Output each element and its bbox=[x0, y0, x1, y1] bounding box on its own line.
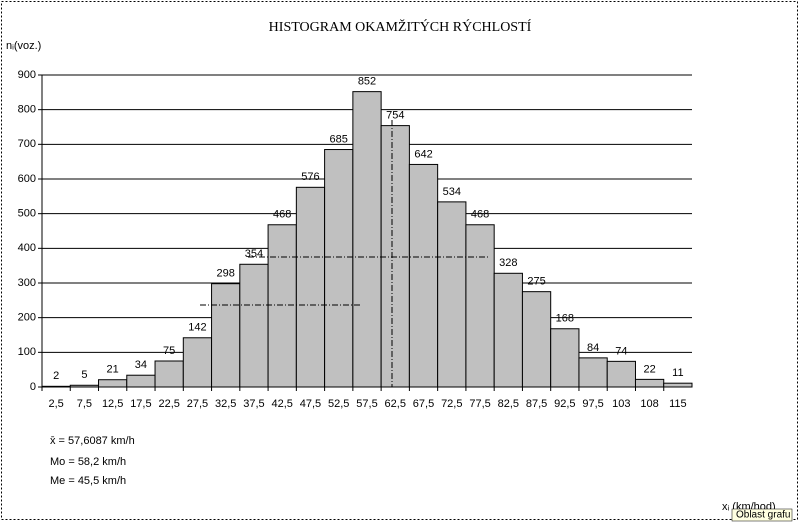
overlay bbox=[200, 120, 490, 387]
bar bbox=[663, 382, 693, 388]
y-tick-label: 200 bbox=[18, 312, 36, 324]
x-tick-label: 12,5 bbox=[102, 398, 123, 410]
x-tick-label: 97,5 bbox=[582, 398, 603, 410]
bar bbox=[211, 283, 241, 388]
bar bbox=[154, 360, 184, 388]
y-tick-label: 0 bbox=[30, 381, 36, 393]
y-tick-label: 300 bbox=[18, 277, 36, 289]
bar bbox=[408, 163, 439, 388]
bar bbox=[267, 224, 297, 388]
y-tick-label: 900 bbox=[18, 69, 36, 81]
x-tick-label: 108 bbox=[640, 398, 658, 410]
x-tick-label: 42,5 bbox=[272, 398, 293, 410]
bar bbox=[239, 263, 269, 388]
data-label: 354 bbox=[245, 248, 263, 260]
x-tick-label: 2,5 bbox=[48, 398, 63, 410]
x-tick-label: 103 bbox=[612, 398, 630, 410]
bar bbox=[324, 149, 354, 388]
data-label: 754 bbox=[386, 110, 404, 122]
y-tick-label: 400 bbox=[18, 242, 36, 254]
x-tick-label: 72,5 bbox=[441, 398, 462, 410]
bar bbox=[182, 337, 213, 388]
bar bbox=[606, 360, 636, 388]
data-label: 298 bbox=[217, 268, 235, 280]
data-label: 21 bbox=[107, 364, 119, 376]
data-label: 685 bbox=[330, 133, 348, 145]
bar bbox=[634, 378, 665, 388]
tooltip: Oblast grafu bbox=[736, 510, 790, 521]
bar bbox=[521, 291, 552, 388]
bar bbox=[352, 91, 382, 388]
tooltip-box bbox=[731, 508, 793, 522]
bar bbox=[437, 201, 467, 388]
y-tick-label: 800 bbox=[18, 104, 36, 116]
data-label: 534 bbox=[443, 186, 461, 198]
x-tick-label: 62,5 bbox=[385, 398, 406, 410]
y-tick-label: 500 bbox=[18, 208, 36, 220]
bar bbox=[380, 125, 410, 388]
x-tick-label: 92,5 bbox=[554, 398, 575, 410]
x-tick-label: 22,5 bbox=[158, 398, 179, 410]
data-label: 84 bbox=[587, 342, 599, 354]
data-label: 22 bbox=[643, 363, 655, 375]
x-tick-label: 7,5 bbox=[77, 398, 92, 410]
x-tick-label: 77,5 bbox=[469, 398, 490, 410]
data-label: 142 bbox=[188, 322, 206, 334]
data-label: 74 bbox=[615, 345, 627, 357]
x-tick-label: 17,5 bbox=[130, 398, 151, 410]
x-tick-label: 32,5 bbox=[215, 398, 236, 410]
data-label: 34 bbox=[135, 359, 147, 371]
bar bbox=[493, 272, 523, 388]
annotation: Me = 45,5 km/h bbox=[50, 475, 126, 487]
x-tick-label: 115 bbox=[669, 398, 687, 410]
x-tick-label: 27,5 bbox=[187, 398, 208, 410]
x-tick-label: 87,5 bbox=[526, 398, 547, 410]
data-label: 468 bbox=[273, 209, 291, 221]
data-label: 168 bbox=[556, 313, 574, 325]
data-label: 642 bbox=[414, 148, 432, 160]
y-axis-label: nᵢ(voz.) bbox=[6, 40, 41, 52]
bar bbox=[465, 224, 495, 388]
y-tick-label: 100 bbox=[18, 346, 36, 358]
bar bbox=[578, 357, 608, 388]
x-tick-label: 37,5 bbox=[243, 398, 264, 410]
y-tick-label: 700 bbox=[18, 138, 36, 150]
data-label: 5 bbox=[81, 369, 87, 381]
x-tick-label: 57,5 bbox=[356, 398, 377, 410]
bar bbox=[550, 328, 580, 388]
data-label: 576 bbox=[301, 171, 319, 183]
data-label: 275 bbox=[527, 276, 545, 288]
annotation: Mo = 58,2 km/h bbox=[50, 456, 126, 468]
data-label: 328 bbox=[499, 257, 517, 269]
data-label: 2 bbox=[53, 370, 59, 382]
chart-title: HISTOGRAM OKAMŽITÝCH RÝCHLOSTÍ bbox=[269, 18, 532, 35]
data-label: 11 bbox=[672, 367, 683, 379]
x-tick-label: 52,5 bbox=[328, 398, 349, 410]
annotation: x̄ = 57,6087 km/h bbox=[50, 435, 135, 447]
bar bbox=[295, 186, 326, 388]
data-label: 468 bbox=[471, 209, 489, 221]
plot-area: 01002003004005006007008009002,527,5512,5… bbox=[18, 69, 693, 410]
x-tick-label: 67,5 bbox=[413, 398, 434, 410]
data-label: 75 bbox=[163, 345, 175, 357]
bar bbox=[98, 379, 128, 388]
x-tick-label: 47,5 bbox=[300, 398, 321, 410]
y-tick-label: 600 bbox=[18, 173, 36, 185]
bar bbox=[126, 374, 156, 388]
data-label: 852 bbox=[358, 76, 376, 88]
x-tick-label: 82,5 bbox=[498, 398, 519, 410]
